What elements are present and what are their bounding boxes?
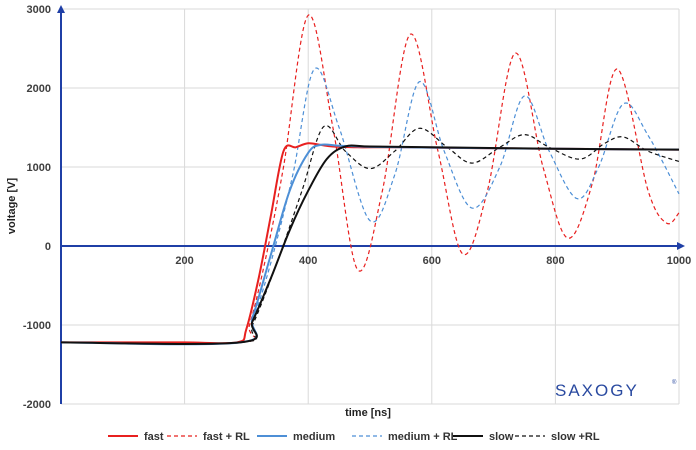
legend-label-fast: fast — [144, 431, 164, 443]
series-lines — [60, 14, 680, 346]
series-line-slow-rl — [60, 124, 680, 345]
legend-label-slow: slow — [489, 431, 514, 443]
legend-label-medium: medium — [293, 431, 335, 443]
tick-labels: 200 400 600 800 1000 -2000 -1000 0 1000 2000 3000 — [23, 4, 691, 411]
y-tick-label: -1000 — [23, 320, 51, 332]
gridlines — [61, 8, 680, 405]
legend-label-medium-rl: medium + RL — [388, 431, 458, 443]
x-tick-label: 1000 — [667, 255, 691, 267]
y-tick-label: 0 — [45, 241, 51, 253]
brand-registered-mark: ® — [672, 379, 677, 386]
y-tick-label: -2000 — [23, 399, 51, 411]
legend-label-slow-rl: slow +RL — [551, 431, 600, 443]
y-axis-arrow — [57, 5, 65, 13]
x-tick-label: 200 — [175, 255, 193, 267]
series-line-fast — [61, 142, 680, 345]
x-axis-title: time [ns] — [345, 407, 391, 419]
series-line-medium — [60, 143, 680, 346]
legend: fast fast + RL medium medium + RL slow slow +… — [108, 431, 600, 443]
legend-label-fast-rl: fast + RL — [203, 431, 250, 443]
x-tick-label: 400 — [299, 255, 317, 267]
y-tick-label: 1000 — [27, 162, 51, 174]
y-tick-label: 2000 — [27, 83, 51, 95]
x-tick-label: 800 — [546, 255, 564, 267]
x-axis-arrow — [677, 242, 685, 250]
y-axis-title: voltage [V] — [6, 178, 18, 235]
y-tick-label: 3000 — [27, 4, 51, 16]
brand-logo: SAXOGY ® — [555, 379, 677, 400]
series-line-medium-rl — [60, 67, 680, 345]
x-tick-label: 600 — [423, 255, 441, 267]
series-line-fast-rl — [60, 14, 680, 345]
brand-wordmark: SAXOGY — [555, 381, 639, 400]
series-line-slow — [60, 144, 680, 345]
